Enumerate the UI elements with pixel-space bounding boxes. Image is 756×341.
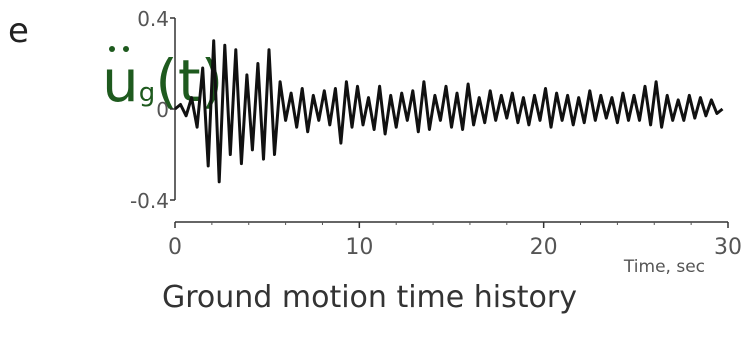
x-axis-unit-label: Time, sec	[623, 257, 705, 277]
x-tick-label: 0	[168, 235, 182, 260]
symbol-subscript: g	[138, 78, 156, 108]
x-tick-label: 10	[345, 235, 373, 260]
symbol-main: u	[102, 46, 139, 115]
y-tick-label: -0.4	[130, 189, 169, 213]
y-tick-label: 0	[156, 98, 169, 122]
y-tick-label: 0.4	[137, 7, 169, 31]
chart-caption: Ground motion time history	[162, 280, 577, 315]
chart-axes	[170, 17, 729, 228]
x-tick-label: 30	[714, 235, 742, 260]
x-tick-label: 20	[530, 235, 558, 260]
chart-series	[174, 39, 724, 184]
series-line-0	[174, 39, 724, 184]
cropped-text-fragment: e	[8, 11, 29, 51]
chart-labels: 0.4 0 -0.4 0 10 20 30 Time, sec	[130, 7, 742, 277]
